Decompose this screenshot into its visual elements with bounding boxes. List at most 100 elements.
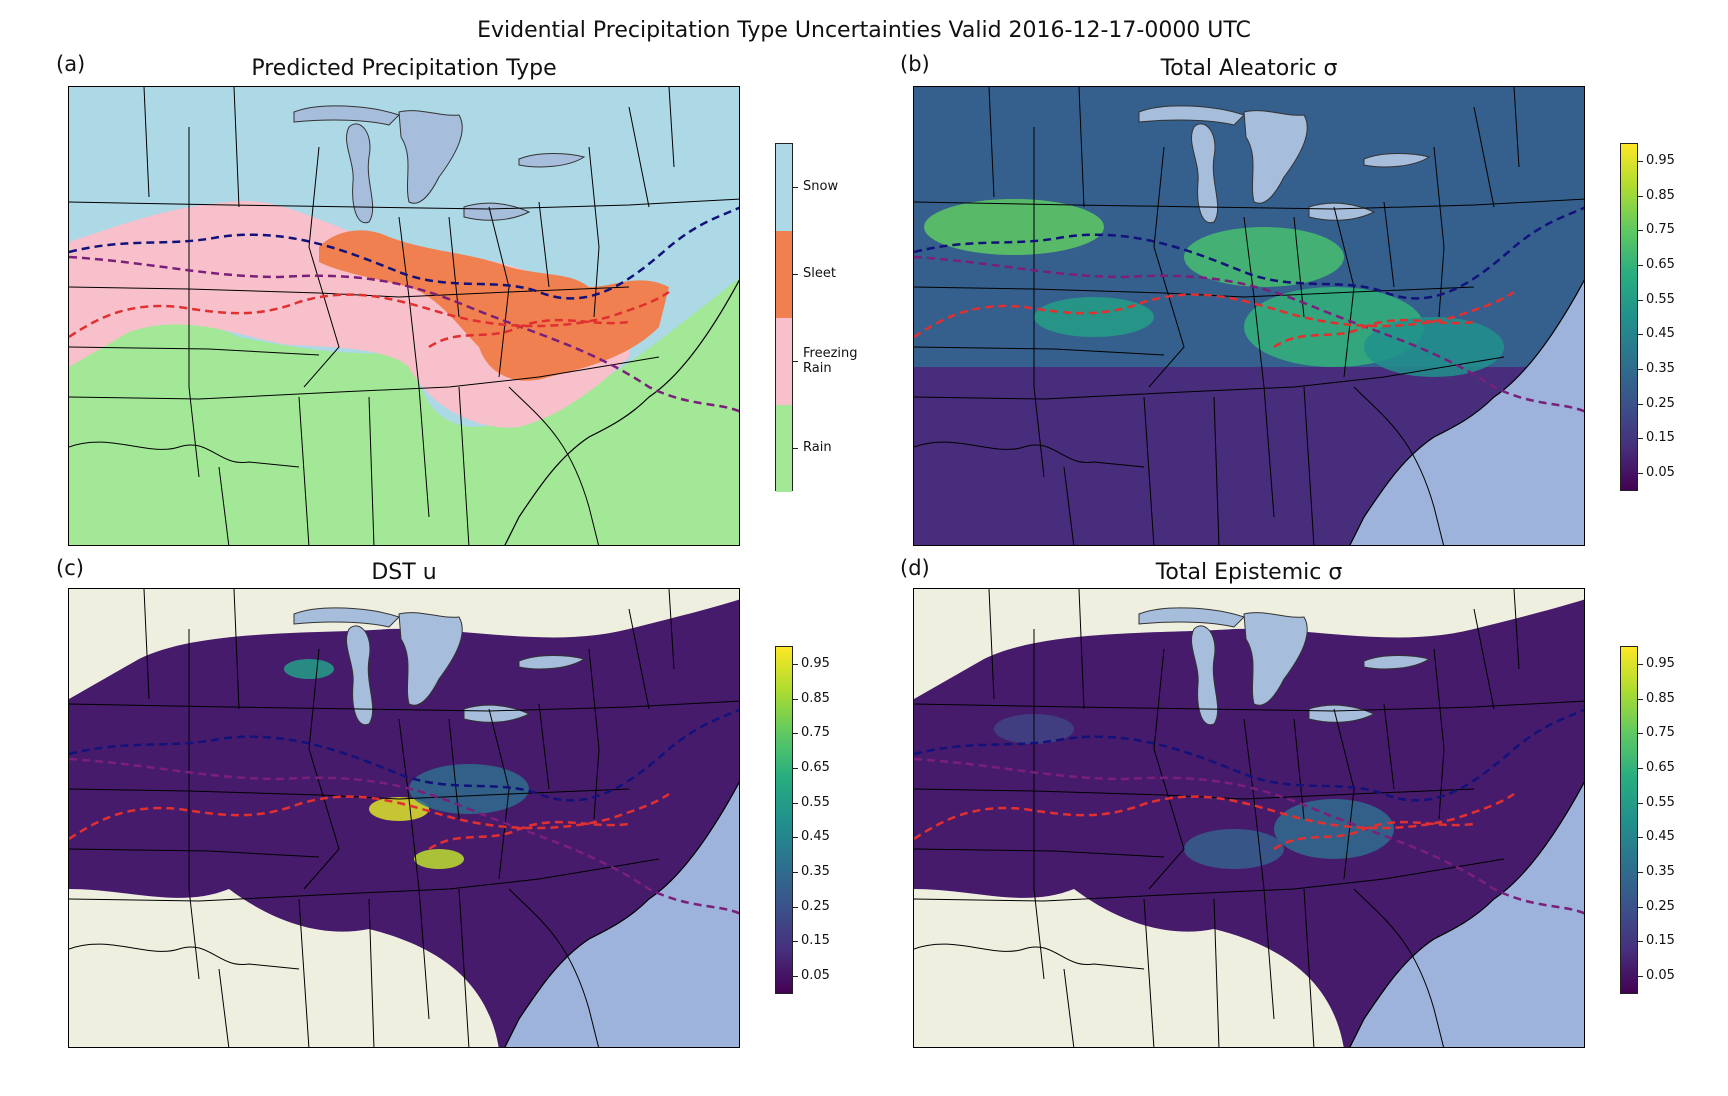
colorbar-tick-label: 0.65 bbox=[793, 760, 830, 775]
colorbar-tick-label: 0.55 bbox=[1638, 291, 1675, 307]
temperature-contour bbox=[914, 757, 1584, 915]
state-border bbox=[1333, 206, 1355, 378]
state-border bbox=[69, 441, 300, 468]
epistemic-colorbar: 0.95 0.85 0.75 0.65 0.55 0.45 0.35 0.25 0.15 0.05 bbox=[1620, 646, 1720, 994]
colorbar-tick-label: 0.95 bbox=[1638, 153, 1675, 168]
state-border bbox=[538, 703, 550, 790]
uncertainty-maximum bbox=[369, 797, 429, 821]
state-border bbox=[233, 589, 240, 710]
state-border bbox=[508, 386, 600, 545]
colorbar-strip bbox=[775, 646, 793, 994]
map-dst-u bbox=[68, 588, 740, 1048]
colorbar-tick bbox=[793, 360, 798, 362]
colorbar-tick-label: 0.75 bbox=[793, 725, 830, 741]
state-border bbox=[1033, 127, 1045, 478]
state-border bbox=[218, 466, 230, 545]
precip-type-colorbar: Snow Sleet Freezing Rain Rain bbox=[775, 143, 895, 492]
state-border bbox=[69, 346, 320, 356]
colorbar-tick-label: 0.15 bbox=[1638, 933, 1675, 949]
colorbar-tick-label: 0.75 bbox=[1638, 725, 1675, 741]
temperature-contour bbox=[428, 318, 630, 349]
uncertainty-maximum bbox=[1034, 297, 1154, 337]
great-lake bbox=[293, 105, 400, 126]
great-lake bbox=[1243, 110, 1308, 204]
state-border bbox=[69, 356, 660, 400]
state-border bbox=[69, 943, 300, 970]
colorbar-segment bbox=[776, 231, 792, 318]
uncertainty-maximum bbox=[284, 659, 334, 679]
state-border bbox=[368, 396, 375, 545]
uncertainty-maximum bbox=[1364, 317, 1504, 377]
colorbar-label: Sleet bbox=[803, 265, 836, 281]
colorbar-tick-label: 0.15 bbox=[1638, 430, 1675, 446]
map-canvas bbox=[914, 589, 1584, 1047]
colorbar-tick-label: 0.45 bbox=[793, 829, 830, 845]
state-border bbox=[1513, 87, 1520, 168]
great-lake bbox=[398, 110, 463, 204]
panel-label-c: (c) bbox=[56, 556, 84, 580]
state-border bbox=[233, 87, 240, 208]
great-lake bbox=[1308, 704, 1376, 723]
great-lake bbox=[1191, 123, 1219, 224]
state-border bbox=[1293, 718, 1305, 820]
temperature-contour bbox=[914, 255, 1584, 413]
state-border bbox=[488, 206, 510, 378]
colorbar-tick-label: 0.85 bbox=[1638, 690, 1675, 706]
uncertainty-maximum bbox=[414, 849, 464, 869]
state-border bbox=[458, 386, 470, 545]
temperature-contour bbox=[1273, 318, 1475, 349]
great-lake bbox=[1363, 153, 1431, 168]
colorbar-tick-label: 0.65 bbox=[1638, 257, 1675, 272]
state-border bbox=[914, 848, 1165, 858]
colorbar-label: Freezing Rain bbox=[803, 345, 858, 376]
great-lake bbox=[346, 625, 374, 726]
colorbar-tick-label: 0.45 bbox=[1638, 829, 1675, 845]
ocean bbox=[1350, 782, 1584, 1047]
great-lake bbox=[1138, 607, 1245, 628]
state-border bbox=[1063, 466, 1075, 545]
coastline bbox=[1349, 279, 1584, 545]
state-border bbox=[69, 858, 660, 902]
state-border bbox=[988, 589, 995, 700]
map-aleatoric bbox=[913, 86, 1585, 546]
panel-label-a: (a) bbox=[56, 52, 86, 76]
uncertainty-maximum bbox=[1184, 227, 1344, 287]
state-border bbox=[628, 106, 650, 208]
colorbar-tick-label: 0.75 bbox=[1638, 222, 1675, 238]
state-border bbox=[69, 700, 739, 712]
state-border bbox=[1303, 888, 1315, 1047]
colorbar-segment bbox=[776, 318, 792, 405]
colorbar-label: Snow bbox=[803, 178, 839, 194]
state-border bbox=[398, 718, 430, 1020]
temperature-contour bbox=[428, 820, 630, 851]
great-lake bbox=[1191, 625, 1219, 726]
colorbar-segment bbox=[776, 405, 792, 492]
great-lake bbox=[1243, 612, 1308, 706]
state-border bbox=[298, 396, 310, 545]
great-lake bbox=[1308, 202, 1376, 221]
colorbar-tick-label: 0.45 bbox=[1638, 326, 1675, 342]
state-border bbox=[448, 216, 460, 318]
colorbar-strip bbox=[775, 143, 793, 492]
aleatoric-colorbar: 0.95 0.85 0.75 0.65 0.55 0.45 0.35 0.25 0.15 0.05 bbox=[1620, 143, 1720, 491]
state-border bbox=[448, 718, 460, 820]
state-border bbox=[188, 127, 200, 478]
panel-title-c: DST u bbox=[371, 560, 437, 585]
rain-region bbox=[69, 278, 739, 545]
state-border bbox=[914, 198, 1584, 210]
freezing-rain-region bbox=[69, 201, 629, 428]
state-border bbox=[1333, 708, 1355, 880]
state-border bbox=[1383, 201, 1395, 288]
great-lake bbox=[1363, 655, 1431, 670]
state-border bbox=[1303, 386, 1315, 545]
colorbar-tick-label: 0.95 bbox=[1638, 656, 1675, 671]
panel-title-d: Total Epistemic σ bbox=[1155, 560, 1343, 585]
panel-label-d: (d) bbox=[900, 556, 930, 580]
colorbar-tick-label: 0.85 bbox=[1638, 187, 1675, 203]
colorbar-tick bbox=[793, 273, 798, 275]
colorbar-tick bbox=[793, 447, 798, 449]
state-border bbox=[398, 216, 430, 518]
temperature-contour bbox=[69, 792, 670, 841]
state-border bbox=[914, 943, 1145, 970]
great-lake bbox=[293, 607, 400, 628]
